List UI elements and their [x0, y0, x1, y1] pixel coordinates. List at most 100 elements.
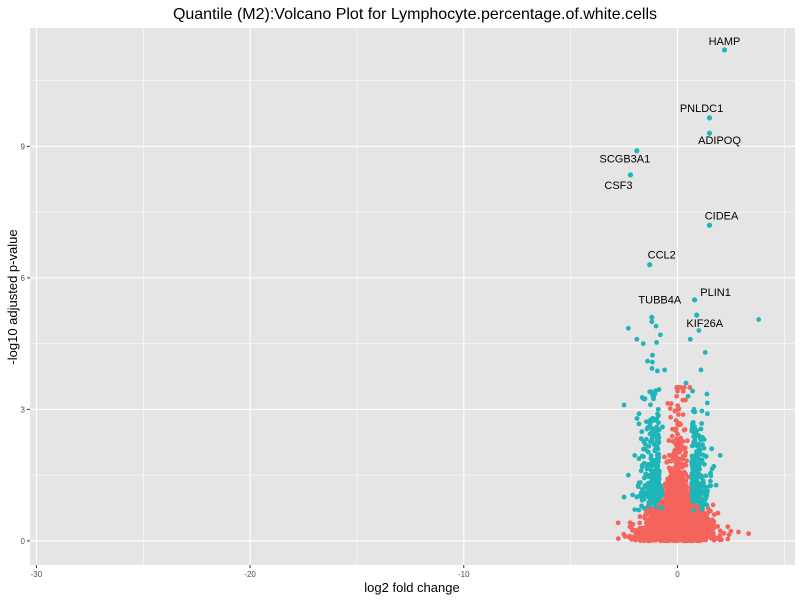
nonsignificant-point	[679, 464, 685, 470]
nonsignificant-point	[677, 521, 683, 527]
significant-point	[650, 470, 655, 476]
significant-point	[644, 419, 649, 425]
significant-point	[641, 460, 647, 466]
significant-point	[650, 392, 655, 398]
significant-point	[654, 457, 660, 462]
nonsignificant-point	[693, 528, 699, 534]
nonsignificant-point	[676, 385, 682, 390]
nonsignificant-point	[633, 537, 639, 543]
gene-label-adipoq: ADIPOQ	[698, 135, 741, 147]
nonsignificant-point	[682, 512, 688, 518]
significant-point	[689, 428, 695, 434]
significant-point	[639, 429, 645, 435]
significant-point	[654, 340, 659, 345]
nonsignificant-point	[660, 516, 666, 521]
labeled-point-adipoq	[706, 130, 713, 136]
significant-point	[647, 431, 653, 437]
nonsignificant-point	[710, 517, 715, 523]
significant-point	[692, 424, 697, 430]
significant-point	[630, 492, 635, 498]
significant-point	[625, 325, 631, 331]
labeled-point-kif26a	[694, 312, 700, 318]
nonsignificant-point	[700, 526, 706, 532]
nonsignificant-point	[711, 512, 717, 517]
gene-label-cidea: CIDEA	[705, 210, 739, 222]
nonsignificant-point	[675, 403, 681, 409]
significant-point	[638, 436, 644, 442]
nonsignificant-point	[675, 422, 681, 427]
significant-point	[652, 448, 658, 454]
significant-point	[649, 319, 655, 325]
significant-point	[660, 424, 665, 430]
nonsignificant-point	[682, 453, 688, 458]
nonsignificant-point	[674, 436, 679, 442]
nonsignificant-point	[626, 534, 632, 540]
labeled-point-hamp	[721, 47, 728, 53]
significant-point	[656, 420, 661, 426]
significant-point	[641, 454, 647, 459]
nonsignificant-point	[668, 487, 674, 493]
significant-point	[658, 505, 664, 511]
nonsignificant-point	[676, 412, 681, 417]
significant-point	[698, 367, 704, 373]
significant-point	[690, 507, 696, 513]
nonsignificant-point	[637, 514, 643, 520]
significant-point	[654, 424, 660, 430]
nonsignificant-point	[726, 532, 732, 538]
x-tick-label: -20	[244, 570, 256, 579]
nonsignificant-point	[675, 449, 681, 455]
labeled-point-scgb3a1	[634, 148, 640, 154]
significant-point	[634, 416, 640, 421]
nonsignificant-point	[642, 532, 648, 538]
nonsignificant-point	[680, 397, 686, 403]
nonsignificant-point	[662, 500, 668, 506]
labeled-point-ccl2	[647, 262, 653, 268]
significant-point	[704, 411, 710, 417]
nonsignificant-point	[666, 438, 672, 443]
nonsignificant-point	[615, 536, 621, 542]
significant-point	[697, 466, 703, 472]
gene-labels: HAMP PNLDC1 ADIPOQ SCGB3A1 CSF3 CIDEA CCL2 PLIN…	[599, 36, 741, 330]
y-axis-label: -log10 adjusted p-value	[5, 229, 20, 364]
x-tick-label: -30	[31, 570, 43, 579]
significant-point	[704, 400, 710, 406]
significant-point	[649, 366, 655, 371]
chart-title: Quantile (M2):Volcano Plot for Lymphocyt…	[173, 6, 657, 23]
nonsignificant-point	[679, 507, 684, 513]
nonsignificant-point	[637, 520, 643, 526]
nonsignificant-point	[695, 532, 701, 538]
significant-point	[645, 358, 650, 364]
significant-point	[708, 478, 713, 484]
significant-point	[655, 411, 660, 417]
significant-point	[621, 402, 627, 408]
significant-point	[659, 486, 665, 492]
significant-points	[621, 317, 762, 513]
nonsignificant-point	[668, 477, 673, 483]
x-tick-label: 0	[675, 570, 680, 579]
significant-point	[641, 475, 647, 481]
significant-point	[699, 434, 705, 440]
nonsignificant-point	[689, 518, 695, 523]
nonsignificant-point	[674, 393, 680, 399]
nonsignificant-point	[669, 492, 675, 497]
y-tick-label: 0	[21, 537, 26, 546]
nonsignificant-point	[672, 408, 678, 414]
nonsignificant-point	[636, 534, 642, 540]
nonsignificant-point	[695, 518, 701, 523]
significant-point	[650, 415, 656, 421]
significant-point	[709, 446, 715, 452]
x-axis-label: log2 fold change	[364, 580, 459, 595]
nonsignificant-point	[643, 511, 649, 516]
nonsignificant-point	[673, 428, 679, 433]
nonsignificant-point	[653, 531, 659, 537]
nonsignificant-point	[622, 533, 628, 539]
significant-point	[690, 462, 695, 468]
y-tick-label: 9	[21, 142, 26, 151]
significant-point	[653, 486, 659, 491]
significant-point	[634, 336, 640, 342]
significant-point	[689, 443, 695, 449]
significant-point	[648, 389, 654, 394]
nonsignificant-point	[681, 469, 687, 475]
nonsignificant-point	[678, 474, 684, 480]
nonsignificant-point	[650, 523, 656, 529]
